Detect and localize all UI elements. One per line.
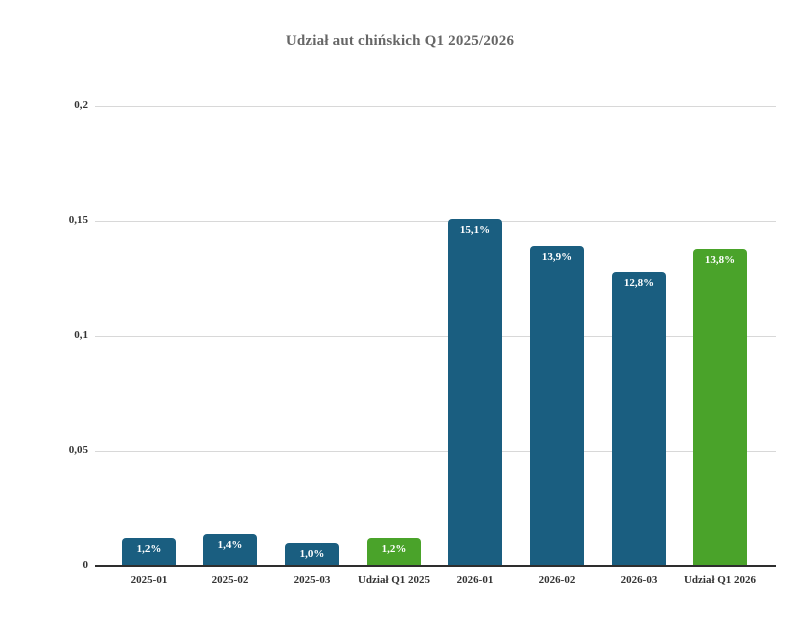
y-axis-tick-label: 0,2 [74, 99, 88, 111]
bar-value-label: 1,2% [381, 543, 407, 555]
y-axis-tick-label: 0,15 [68, 214, 88, 226]
bar-2025-01: 1,2% [122, 538, 176, 566]
x-axis-tick-label: Udział Q1 2025 [357, 574, 431, 586]
gridline [95, 335, 776, 337]
x-axis-tick-label: 2026-01 [456, 574, 494, 586]
x-axis-tick-label: 2026-03 [620, 574, 658, 586]
bar-value-label: 12,8% [623, 277, 655, 289]
x-axis-tick-label: 2026-02 [538, 574, 576, 586]
bar-value-label: 13,8% [704, 254, 736, 266]
x-axis-line [95, 565, 776, 567]
bar-value-label: 1,0% [299, 548, 325, 560]
gridline [95, 105, 776, 107]
x-axis-tick-label: Udział Q1 2026 [683, 574, 757, 586]
bar-value-label: 13,9% [541, 251, 573, 263]
bar-value-label: 1,2% [136, 543, 162, 555]
bar-udział-q1-2025: 1,2% [367, 538, 421, 566]
y-axis-tick-label: 0 [82, 559, 89, 571]
gridline [95, 220, 776, 222]
x-axis-tick-label: 2025-03 [293, 574, 331, 586]
x-axis-tick-label: 2025-02 [211, 574, 249, 586]
bar-2026-03: 12,8% [612, 272, 666, 566]
bar-2026-02: 13,9% [530, 246, 584, 566]
bar-value-label: 15,1% [459, 224, 491, 236]
gridline [95, 450, 776, 452]
bar-2025-03: 1,0% [285, 543, 339, 566]
y-axis-tick-label: 0,1 [74, 329, 88, 341]
bar-udział-q1-2026: 13,8% [693, 249, 747, 566]
bar-value-label: 1,4% [217, 539, 243, 551]
bar-2025-02: 1,4% [203, 534, 257, 566]
y-axis-tick-label: 0,05 [68, 444, 88, 456]
chart-title: Udział aut chińskich Q1 2025/2026 [285, 33, 515, 49]
bar-2026-01: 15,1% [448, 219, 502, 566]
x-axis-tick-label: 2025-01 [130, 574, 168, 586]
